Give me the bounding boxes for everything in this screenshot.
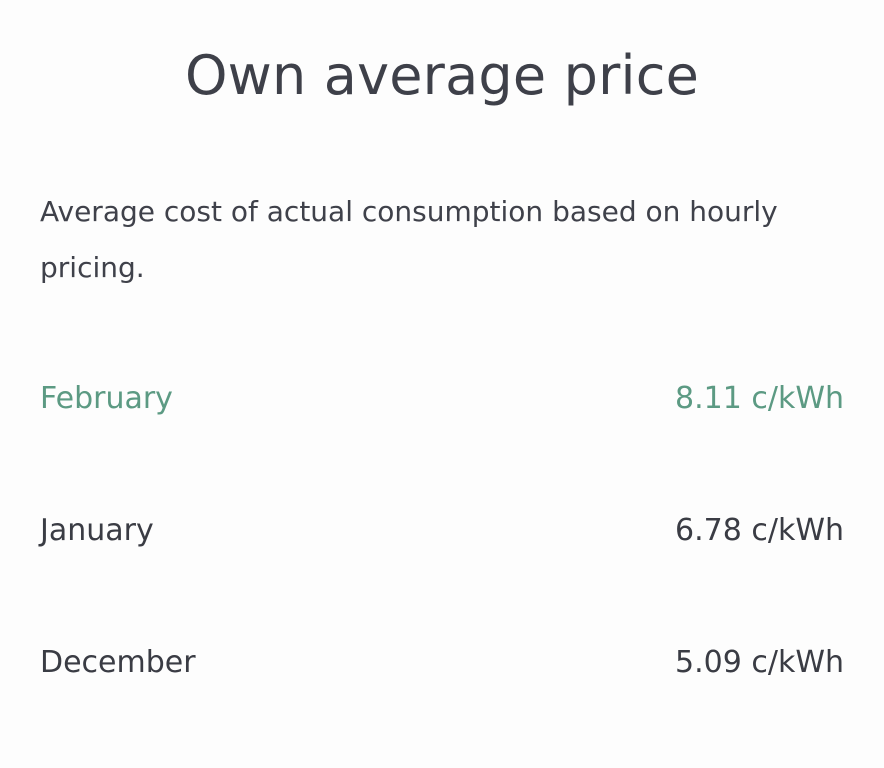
price-value: 5.09 c/kWh — [675, 644, 844, 680]
monthly-price-list: February 8.11 c/kWh January 6.78 c/kWh D… — [40, 360, 844, 756]
price-row-january: January 6.78 c/kWh — [40, 492, 844, 568]
price-row-february: February 8.11 c/kWh — [40, 360, 844, 436]
month-label: February — [40, 380, 173, 416]
page-title: Own average price — [184, 44, 700, 107]
month-label: January — [40, 512, 154, 548]
price-row-december: December 5.09 c/kWh — [40, 624, 844, 700]
price-value: 6.78 c/kWh — [675, 512, 844, 548]
price-value: 8.11 c/kWh — [675, 380, 844, 416]
month-label: December — [40, 644, 196, 680]
page-description: Average cost of actual consumption based… — [40, 195, 778, 284]
